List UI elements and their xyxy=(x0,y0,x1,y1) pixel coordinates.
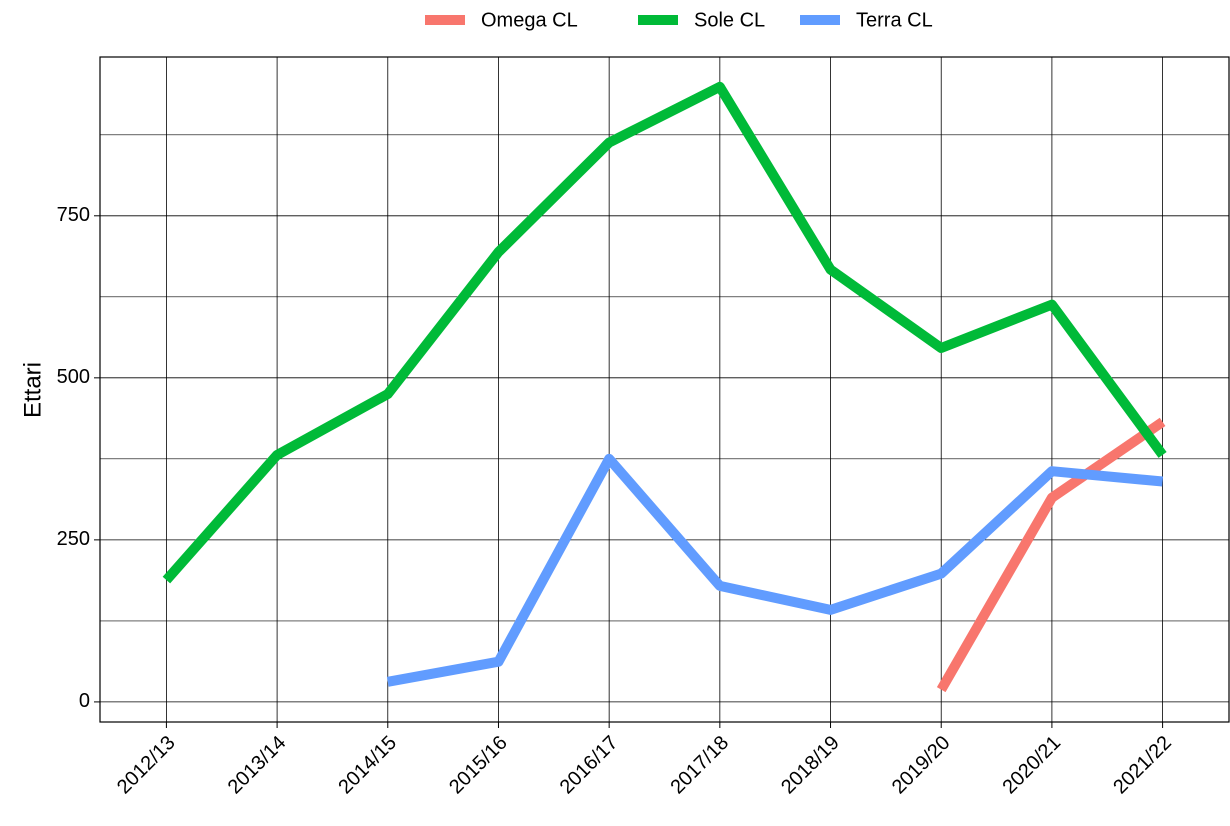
legend-label: Omega CL xyxy=(481,9,578,31)
x-tick-label: 2015/16 xyxy=(445,732,512,799)
panel-border xyxy=(99,56,1230,723)
x-tick-label: 2012/13 xyxy=(113,732,180,799)
y-axis-label: Ettari xyxy=(19,362,46,418)
y-tick-label: 500 xyxy=(57,366,90,388)
y-tick-label: 750 xyxy=(57,204,90,226)
series-line xyxy=(936,417,1166,693)
series-line xyxy=(162,81,1167,584)
legend-label: Sole CL xyxy=(694,9,765,31)
y-tick-label: 250 xyxy=(57,528,90,550)
y-tick-label: 0 xyxy=(79,690,90,712)
x-tick-label: 2019/20 xyxy=(888,732,955,799)
x-tick-label: 2021/22 xyxy=(1109,732,1176,799)
x-tick-label: 2014/15 xyxy=(334,732,401,799)
x-tick-label: 2018/19 xyxy=(777,732,844,799)
series-line xyxy=(386,453,1164,687)
x-tick-label: 2016/17 xyxy=(556,732,623,799)
x-tick-label: 2013/14 xyxy=(224,732,291,799)
legend-label: Terra CL xyxy=(856,9,933,31)
x-tick-label: 2017/18 xyxy=(666,732,733,799)
x-tick-label: 2020/21 xyxy=(998,732,1065,799)
